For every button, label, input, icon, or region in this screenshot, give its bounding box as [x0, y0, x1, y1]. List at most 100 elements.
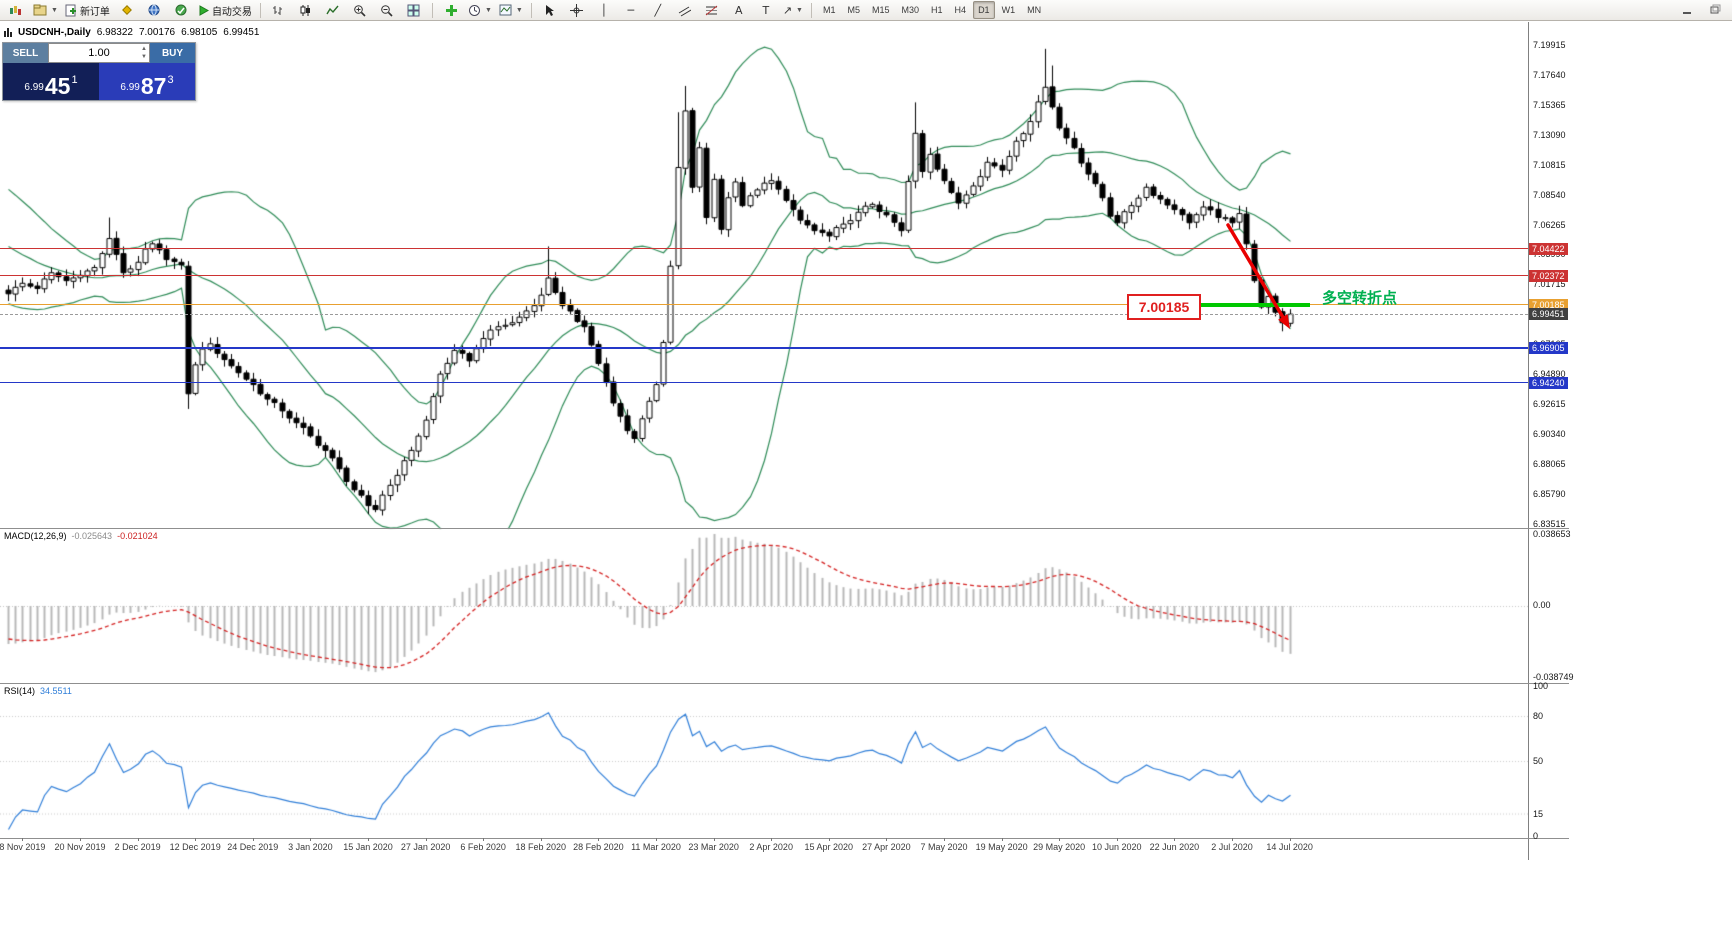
indicators-button[interactable]: [438, 1, 464, 19]
price-level-box: 6.96905: [1529, 341, 1568, 354]
mql5-button[interactable]: [114, 1, 140, 19]
crosshair-button[interactable]: [564, 1, 590, 19]
spinner-down-icon[interactable]: ▼: [141, 54, 147, 60]
symbol-period-label: USDCNH-,Daily: [18, 27, 91, 38]
bid-price-pips: 45: [44, 73, 71, 99]
date-tick: [1117, 838, 1118, 841]
date-tick: [714, 838, 715, 841]
support-line-object[interactable]: [1197, 302, 1310, 307]
text-tool[interactable]: A: [735, 3, 743, 17]
cursor-icon: [544, 4, 555, 17]
market-button[interactable]: [141, 1, 167, 19]
toolbar-separator: [259, 2, 261, 18]
price-level-line[interactable]: [0, 275, 1528, 277]
arrows-tool[interactable]: ↗ ▼: [780, 1, 806, 19]
price-callout-label[interactable]: 7.00185: [1127, 294, 1201, 320]
toolbar-separator: [530, 2, 532, 18]
new-chart-button[interactable]: [3, 1, 29, 19]
rsi-name: RSI(14): [4, 686, 36, 696]
date-tick: [80, 838, 81, 841]
tile-windows-button[interactable]: [401, 1, 427, 19]
bid-price-main: 6.99: [24, 82, 44, 93]
sell-button[interactable]: SELL: [3, 43, 48, 63]
price-level-line[interactable]: [0, 382, 1528, 384]
signals-button[interactable]: [168, 1, 194, 19]
globe-icon: [148, 4, 160, 16]
restore-icon: [1709, 4, 1721, 16]
horizontal-line-tool[interactable]: ─: [627, 3, 635, 17]
price-tick: 6.90340: [1533, 429, 1566, 440]
timeframe-h4[interactable]: H4: [954, 5, 967, 15]
price-tick: 7.10815: [1533, 159, 1566, 170]
chevron-down-icon: ▼: [484, 6, 492, 14]
buy-button[interactable]: BUY: [150, 43, 195, 63]
candles-button[interactable]: [293, 1, 319, 19]
label-tool[interactable]: T: [762, 3, 770, 17]
restore-window-button[interactable]: [1702, 1, 1728, 19]
price-tick: 7.01715: [1533, 279, 1566, 290]
window-controls: [1674, 1, 1728, 19]
new-order-button[interactable]: 新订单: [62, 1, 113, 19]
play-icon: [198, 4, 209, 16]
price-level-line[interactable]: [0, 313, 1528, 315]
timeframe-m5[interactable]: M5: [847, 5, 860, 15]
ohlc-high: 7.00176: [138, 27, 176, 38]
minimize-icon: [1681, 4, 1693, 16]
date-tick: [829, 838, 830, 841]
pane-separator-macd[interactable]: [0, 528, 1569, 529]
line-chart-button[interactable]: [320, 1, 346, 19]
price-level-line[interactable]: [0, 304, 1528, 306]
autotrading-label: 自动交易: [211, 6, 252, 18]
macd-scale-label: -0.038749: [1533, 672, 1574, 682]
date-tick: [483, 838, 484, 841]
bar-chart-icon: [272, 4, 285, 17]
fibonacci-icon: [705, 4, 718, 17]
price-level-line[interactable]: [0, 346, 1528, 349]
crosshair-icon: [570, 3, 584, 17]
chevron-down-icon: ▼: [51, 6, 58, 14]
volume-input[interactable]: 1.00 ▲ ▼: [48, 43, 150, 63]
date-label: 19 May 2020: [975, 842, 1028, 852]
chart-canvas[interactable]: [0, 22, 1528, 860]
spinner-up-icon[interactable]: ▲: [141, 46, 147, 52]
date-tick: [1002, 838, 1003, 841]
date-tick: [944, 838, 945, 841]
date-tick: [541, 838, 542, 841]
periods-button[interactable]: ▼: [465, 1, 495, 19]
price-level-line[interactable]: [0, 248, 1528, 250]
ohlc-low: 6.98105: [181, 27, 218, 38]
cursor-button[interactable]: [537, 1, 563, 19]
timeframe-d1[interactable]: D1: [973, 1, 995, 19]
trendline-tool[interactable]: ╱: [654, 3, 662, 17]
date-tick: [656, 838, 657, 841]
timeframe-w1[interactable]: W1: [1001, 5, 1016, 15]
ask-price-button[interactable]: 6.99 87 3: [99, 63, 195, 100]
clock-icon: [468, 4, 481, 17]
candlestick-chart-icon: [9, 4, 23, 17]
timeframe-m1[interactable]: M1: [822, 5, 836, 15]
profiles-button[interactable]: ▼: [30, 1, 61, 19]
channel-tool[interactable]: [672, 1, 698, 19]
timeframe-mn[interactable]: MN: [1027, 5, 1042, 15]
autotrading-button[interactable]: 自动交易: [195, 1, 255, 19]
timeframe-m15[interactable]: M15: [872, 5, 890, 15]
date-tick: [138, 838, 139, 841]
price-scale[interactable]: [1528, 22, 1569, 860]
pane-separator-bottom[interactable]: [0, 838, 1569, 839]
vertical-line-tool[interactable]: │: [600, 3, 608, 17]
zoom-out-button[interactable]: [374, 1, 400, 19]
fibonacci-tool[interactable]: [699, 1, 725, 19]
turning-point-note[interactable]: 多空转折点: [1322, 290, 1398, 307]
pane-separator-rsi[interactable]: [0, 683, 1569, 684]
toolbar-separator: [431, 2, 433, 18]
profiles-icon: [33, 4, 47, 16]
bar-chart-button[interactable]: [266, 1, 292, 19]
bid-price-button[interactable]: 6.99 45 1: [3, 63, 99, 100]
zoom-in-button[interactable]: [347, 1, 373, 19]
timeframe-m30[interactable]: M30: [901, 5, 920, 15]
timeframe-h1[interactable]: H1: [931, 5, 943, 15]
templates-button[interactable]: ▼: [496, 1, 526, 19]
date-tick: [368, 838, 369, 841]
volume-spinner[interactable]: ▲ ▼: [141, 45, 147, 61]
minimize-window-button[interactable]: [1674, 1, 1700, 19]
